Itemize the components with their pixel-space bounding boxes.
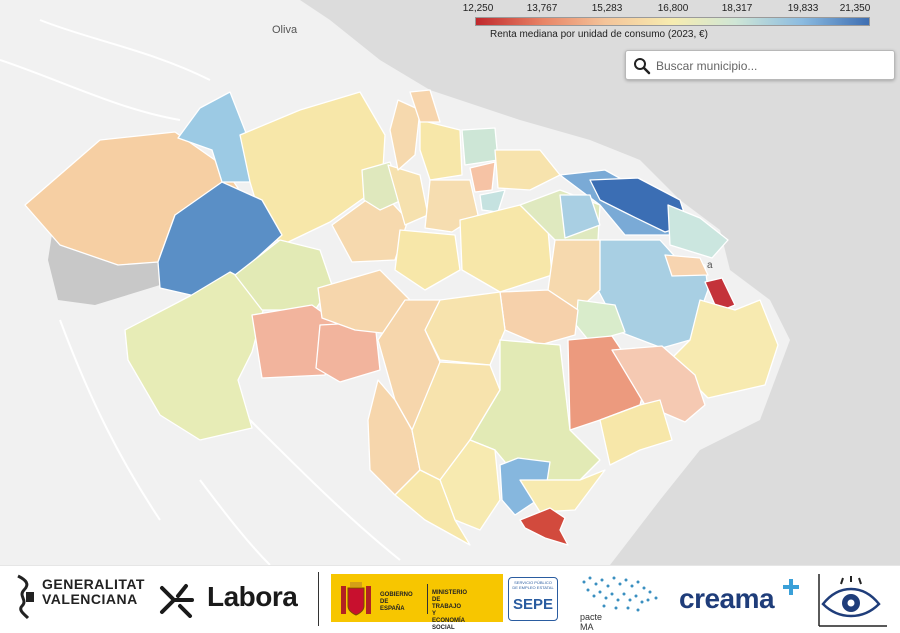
municipality[interactable] (461, 127, 499, 166)
legend-tick: 19,833 (787, 3, 819, 14)
municipality[interactable] (547, 239, 601, 311)
municipality[interactable] (519, 469, 606, 513)
legend-tick: 16,800 (657, 3, 689, 14)
municipality[interactable] (469, 161, 496, 193)
basemap-roads (0, 19, 401, 565)
gobierno-line1: GOBIERNO (380, 592, 413, 598)
municipality[interactable] (419, 119, 463, 181)
choropleth-map[interactable]: Oliva a (0, 0, 900, 565)
municipality[interactable] (124, 271, 269, 441)
search-box[interactable] (625, 50, 895, 80)
labora-mark-icon (160, 584, 194, 618)
plus-icon (783, 579, 799, 595)
municipality[interactable] (519, 507, 569, 546)
legend-tick: 21,350 (839, 3, 871, 14)
municipality[interactable] (394, 229, 461, 291)
search-icon[interactable] (633, 57, 651, 75)
municipality[interactable] (394, 469, 471, 546)
municipality[interactable] (157, 181, 283, 297)
generalitat-line2: VALENCIANA (42, 591, 138, 607)
legend-tick: 18,317 (721, 3, 753, 14)
search-input[interactable] (654, 54, 890, 78)
pacte-ma-text: pacte MA (580, 612, 603, 632)
municipality[interactable] (664, 254, 709, 277)
gobierno-line2: DE ESPAÑA (380, 599, 405, 612)
spain-coat-of-arms-icon (341, 582, 371, 616)
color-legend: 12,250 13,767 15,283 16,800 18,317 19,83… (463, 3, 875, 43)
place-label-fragment: a (707, 260, 713, 271)
municipality[interactable] (669, 299, 779, 399)
basemap-sea (300, 0, 900, 565)
legend-tick: 15,283 (591, 3, 623, 14)
eye-chart-icon (818, 574, 887, 627)
legend-title: Renta mediana por unidad de consumo (202… (490, 29, 708, 40)
ministerio-line2: DE TRABAJO (432, 597, 462, 610)
sepe-text: SEPE (512, 596, 554, 613)
sepe-caption: SERVICIO PÚBLICO DE EMPLEO ESTATAL (512, 580, 554, 590)
sepe-frame (508, 577, 558, 621)
creama-text: creama (679, 583, 775, 614)
municipality[interactable] (704, 277, 736, 313)
pacte-map-dots-icon (582, 576, 658, 612)
ministerio-line3: Y ECONOMÍA SOCIAL (432, 611, 465, 631)
generalitat-emblem-icon (17, 574, 34, 620)
logo-divider (318, 572, 319, 626)
municipality[interactable] (559, 194, 601, 239)
legend-tick: 13,767 (526, 3, 558, 14)
municipality[interactable] (494, 149, 561, 191)
sponsor-logos-bar: GENERALITAT VALENCIANA Labora GOBIERNO DE … (0, 565, 900, 633)
ministerio-line1: MINISTERIO (432, 590, 468, 596)
legend-color-bar (475, 17, 870, 26)
municipality[interactable] (599, 399, 673, 466)
municipality[interactable] (409, 89, 441, 123)
place-label-oliva: Oliva (272, 24, 298, 36)
generalitat-line1: GENERALITAT (42, 576, 145, 592)
municipality[interactable] (667, 204, 729, 259)
gobierno-separator (427, 584, 428, 614)
legend-tick: 12,250 (462, 3, 494, 14)
labora-text: Labora (207, 581, 298, 612)
